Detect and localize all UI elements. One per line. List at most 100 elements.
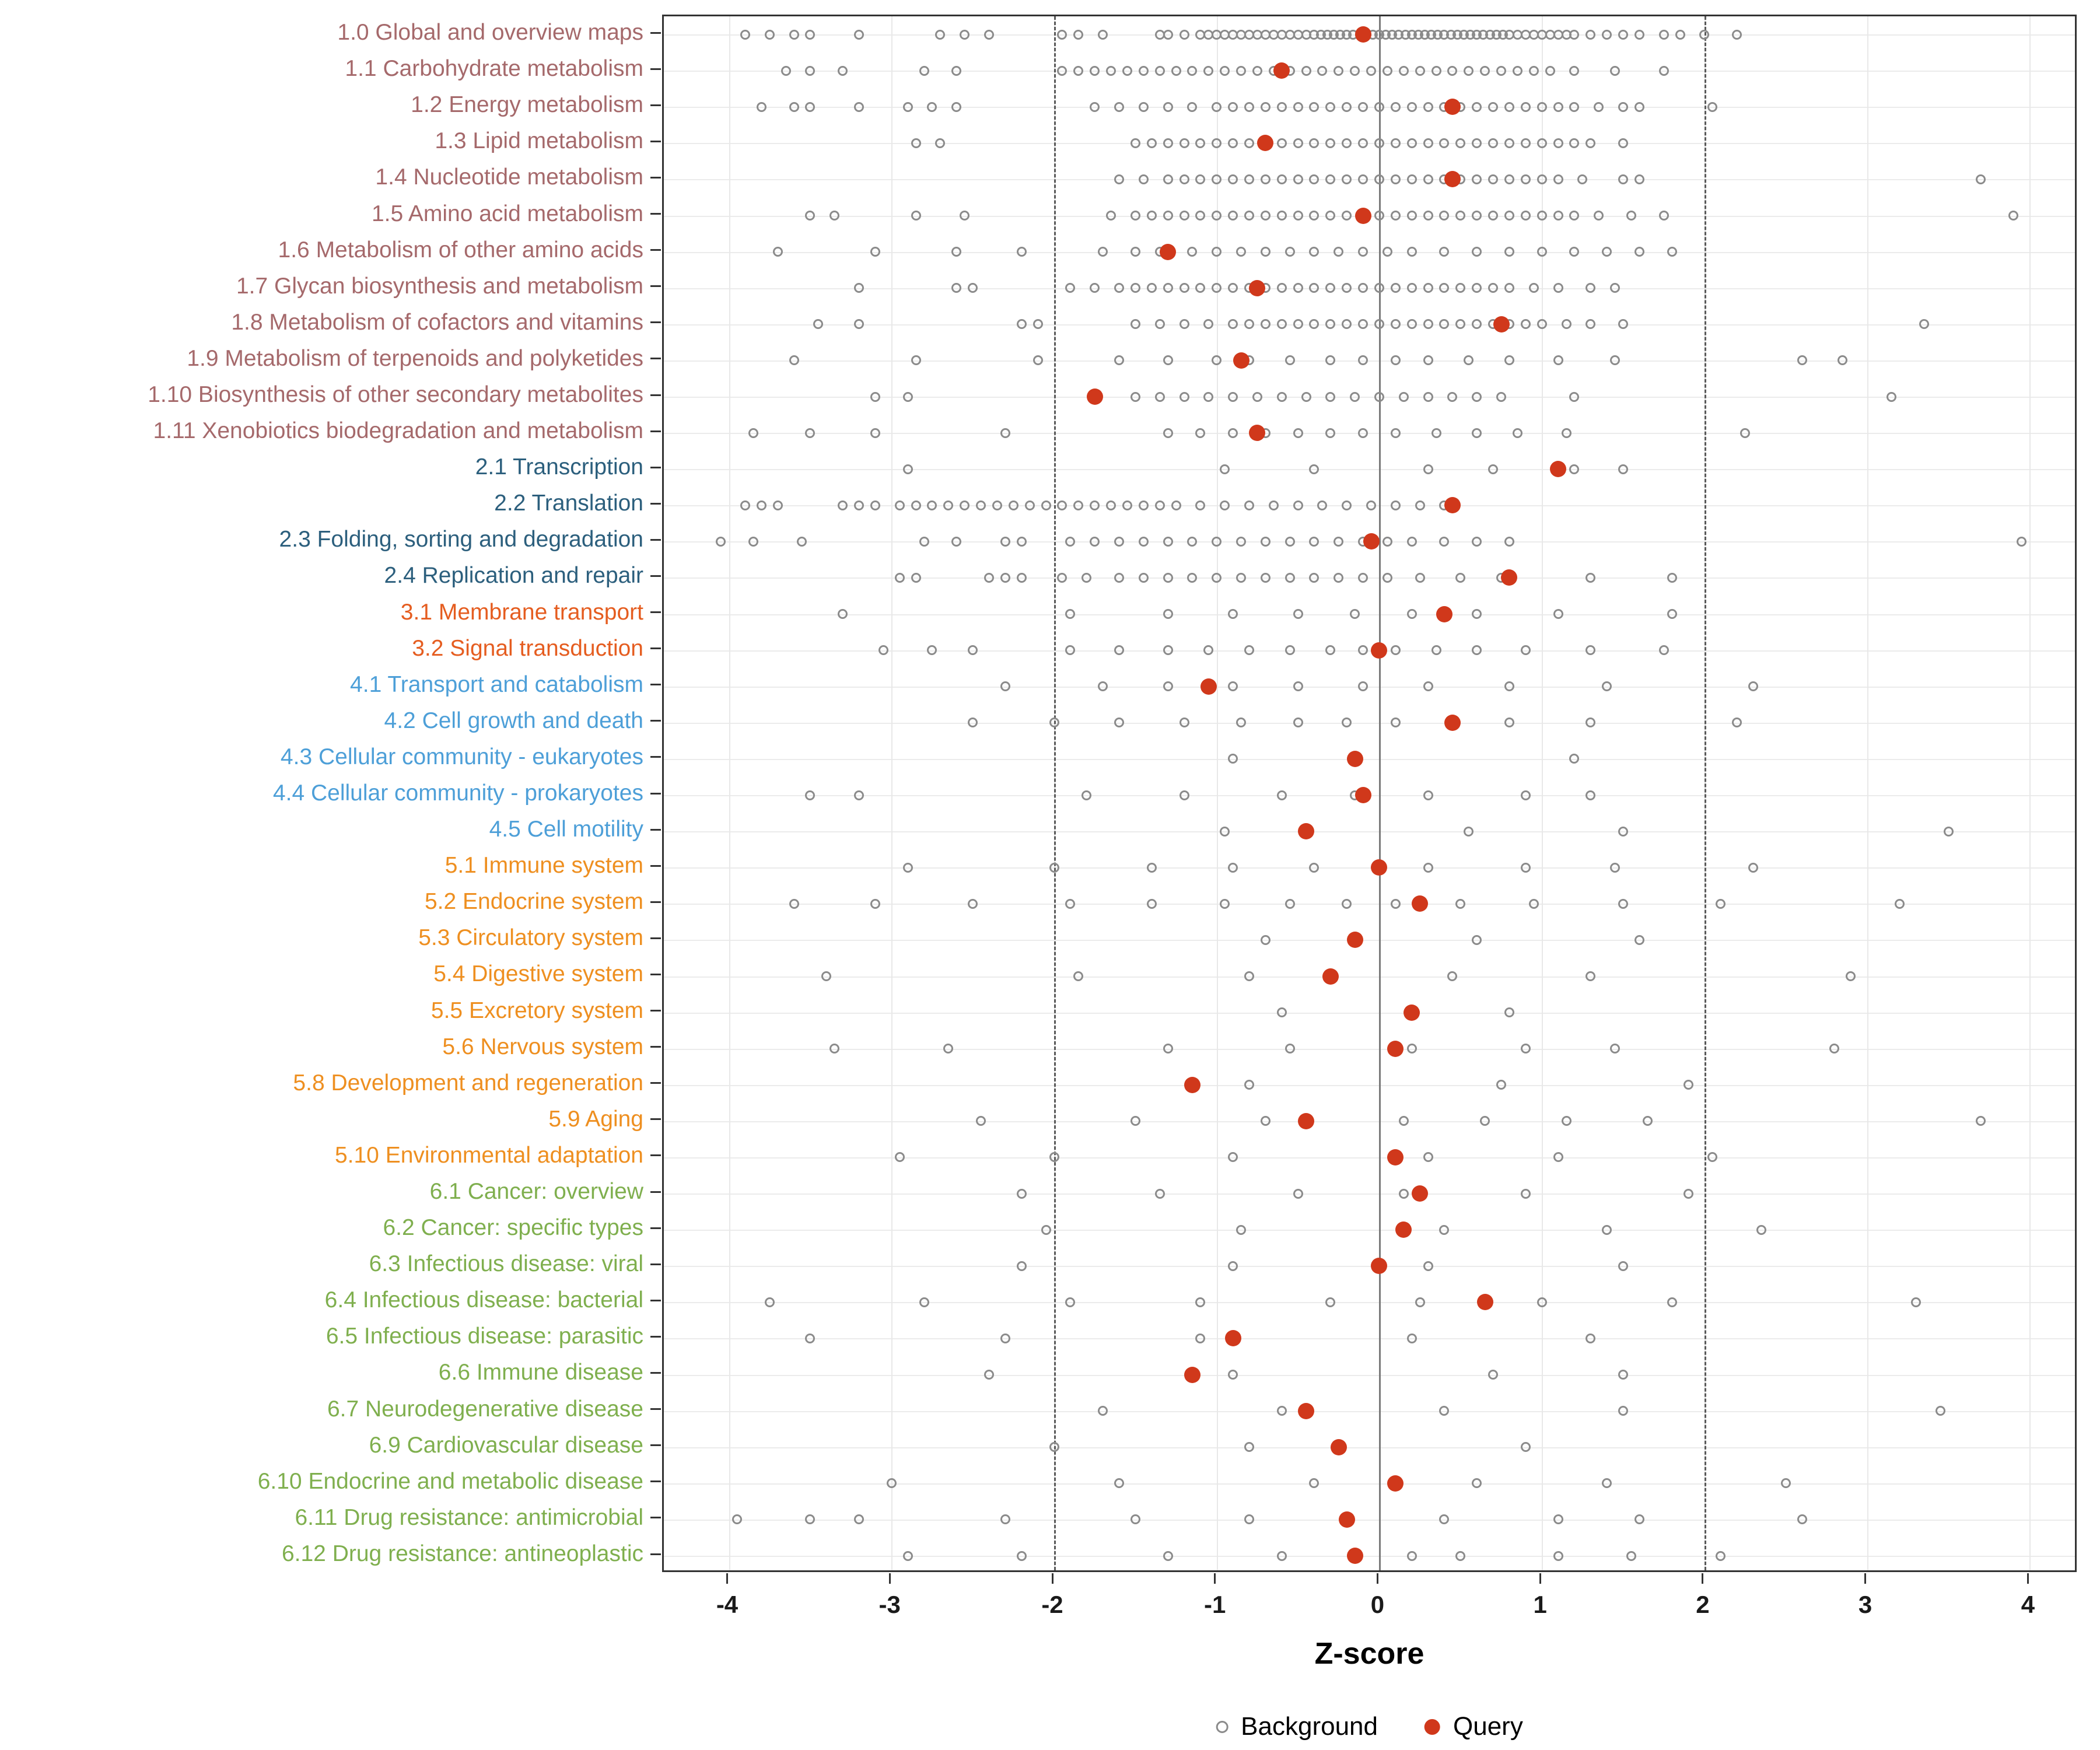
y-axis-tick xyxy=(650,1118,661,1121)
background-point xyxy=(870,391,880,402)
background-point xyxy=(1406,102,1417,112)
background-point xyxy=(1342,174,1352,184)
category-label: 5.3 Circulatory system xyxy=(418,925,643,951)
category-label: 1.10 Biosynthesis of other secondary met… xyxy=(148,382,643,407)
background-point xyxy=(1024,500,1035,510)
query-point xyxy=(1363,533,1380,550)
y-axis-tick xyxy=(650,611,661,613)
background-point xyxy=(1699,29,1710,40)
background-point xyxy=(1415,500,1425,510)
query-point xyxy=(1371,642,1388,659)
category-label: 1.8 Metabolism of cofactors and vitamins xyxy=(231,309,643,335)
background-point xyxy=(764,29,775,40)
background-point xyxy=(1390,355,1401,366)
category-label: 5.2 Endocrine system xyxy=(424,889,643,915)
background-point xyxy=(1146,862,1157,873)
category-label: 6.6 Immune disease xyxy=(438,1360,643,1385)
background-point xyxy=(1390,718,1401,728)
background-point xyxy=(1309,319,1320,330)
background-point xyxy=(1260,319,1270,330)
background-point xyxy=(1390,138,1401,148)
x-tick-label: 3 xyxy=(1858,1591,1873,1618)
background-point xyxy=(789,102,799,112)
background-point xyxy=(1220,500,1230,510)
background-point xyxy=(1358,174,1368,184)
background-point xyxy=(1415,1297,1425,1307)
background-point xyxy=(1260,536,1270,547)
background-point xyxy=(1325,138,1336,148)
background-point xyxy=(1358,572,1368,583)
background-point xyxy=(1293,500,1303,510)
horizontal-gridline xyxy=(664,1157,2075,1158)
y-axis-tick xyxy=(650,974,661,975)
background-point xyxy=(943,500,954,510)
background-point xyxy=(1317,500,1328,510)
background-point xyxy=(1236,536,1246,547)
background-point xyxy=(1586,138,1596,148)
x-tick-label: 1 xyxy=(1533,1591,1547,1618)
background-point xyxy=(1309,862,1320,873)
background-point xyxy=(1146,138,1157,148)
background-point xyxy=(1716,898,1726,909)
background-point xyxy=(1504,1007,1514,1018)
background-point xyxy=(1553,211,1563,220)
background-point xyxy=(1244,211,1254,220)
y-axis-tick xyxy=(650,1517,661,1519)
background-point xyxy=(1358,428,1368,438)
background-point xyxy=(1390,283,1401,293)
plot-panel xyxy=(662,15,2077,1572)
background-point xyxy=(1130,247,1140,257)
background-point xyxy=(1342,718,1352,728)
query-point xyxy=(1346,932,1363,949)
category-label: 3.1 Membrane transport xyxy=(400,599,643,625)
background-point xyxy=(1472,391,1482,402)
background-point xyxy=(1212,355,1222,366)
background-point xyxy=(951,102,962,112)
vertical-gridline xyxy=(729,16,730,1570)
category-label: 5.6 Nervous system xyxy=(442,1034,643,1059)
background-point xyxy=(1358,681,1368,692)
background-point xyxy=(894,1152,905,1163)
x-axis-tick xyxy=(1214,1573,1216,1584)
background-point xyxy=(1090,65,1100,76)
background-point xyxy=(927,500,937,510)
background-point xyxy=(805,211,816,220)
category-label: 5.4 Digestive system xyxy=(433,961,643,987)
background-point xyxy=(1179,29,1189,40)
background-point xyxy=(1829,1044,1840,1054)
background-point xyxy=(805,65,816,76)
background-point xyxy=(968,898,978,909)
background-point xyxy=(1520,1188,1531,1199)
horizontal-gridline xyxy=(664,1519,2075,1521)
background-point xyxy=(1406,1550,1417,1561)
background-point xyxy=(1309,247,1320,257)
query-point xyxy=(1224,1330,1241,1347)
background-point xyxy=(1553,1550,1563,1561)
background-point xyxy=(1358,247,1368,257)
background-point xyxy=(838,609,848,619)
background-point xyxy=(1228,174,1238,184)
background-point xyxy=(1431,428,1441,438)
background-point xyxy=(943,1044,954,1054)
horizontal-gridline xyxy=(664,1556,2075,1557)
y-axis-tick xyxy=(650,1046,661,1048)
background-point xyxy=(1618,29,1628,40)
horizontal-gridline xyxy=(664,107,2075,108)
background-point xyxy=(1195,138,1206,148)
background-point xyxy=(878,645,888,656)
horizontal-gridline xyxy=(664,867,2075,869)
background-point xyxy=(1309,283,1320,293)
category-label: 6.4 Infectious disease: bacterial xyxy=(324,1287,643,1313)
background-point xyxy=(716,536,726,547)
background-point xyxy=(1073,500,1084,510)
background-point xyxy=(1658,211,1669,220)
background-point xyxy=(1130,1514,1140,1525)
category-label: 4.1 Transport and catabolism xyxy=(350,671,643,697)
y-axis-tick xyxy=(650,901,661,903)
background-point xyxy=(1171,65,1181,76)
background-point xyxy=(1342,319,1352,330)
background-point xyxy=(1976,174,1986,184)
background-point xyxy=(1894,898,1905,909)
category-label: 4.4 Cellular community - prokaryotes xyxy=(272,780,643,806)
background-point xyxy=(1032,355,1043,366)
